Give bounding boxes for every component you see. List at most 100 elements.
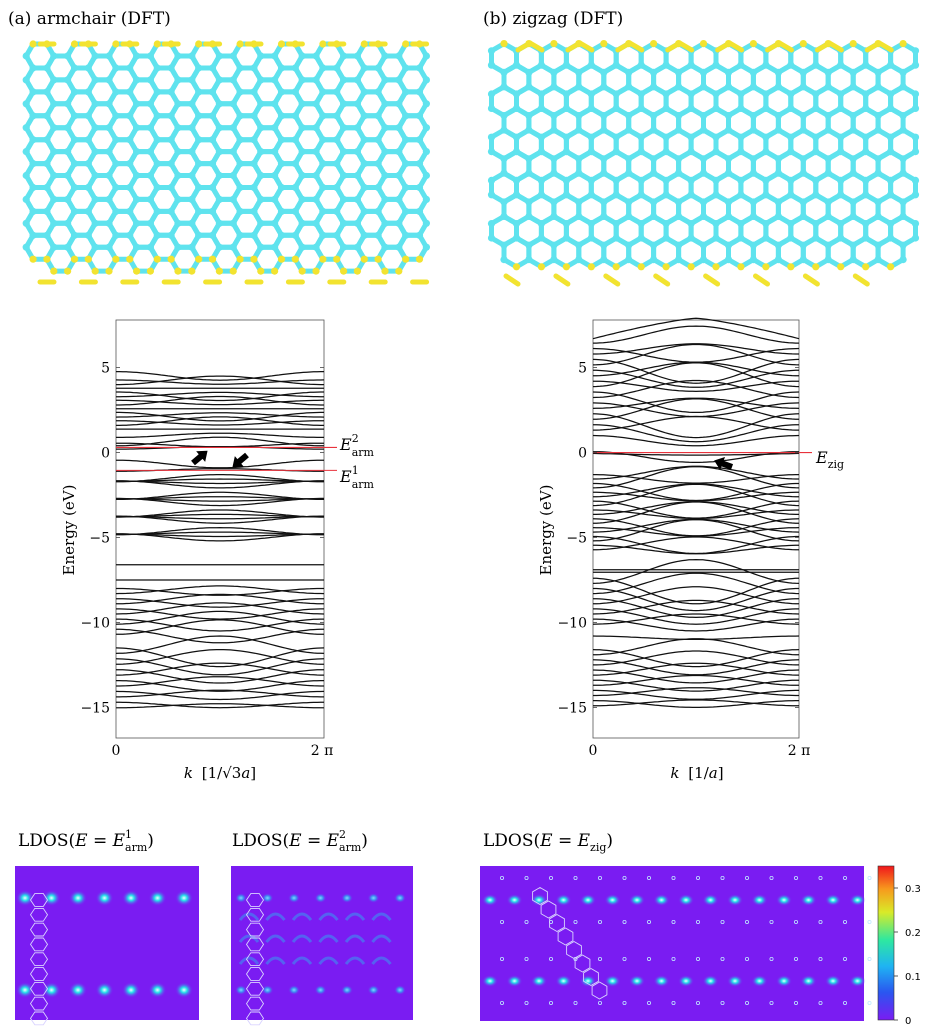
c-c-bond: [526, 235, 557, 270]
atom: [84, 64, 92, 72]
band-line: [116, 391, 324, 402]
ldos-hotspot: [261, 985, 274, 995]
atom: [899, 126, 907, 134]
atom: [422, 219, 430, 227]
atom: [600, 241, 608, 249]
atom: [837, 234, 845, 242]
ldos-site: [598, 957, 603, 962]
atom: [29, 112, 37, 120]
ldos-site: [524, 1001, 529, 1006]
hex-cell: [540, 900, 557, 919]
atom: [525, 198, 533, 206]
atom: [637, 191, 645, 199]
band-line: [593, 638, 799, 656]
ldos-hotspot: [825, 975, 841, 987]
ldos-hotspot: [314, 893, 327, 903]
hex-cell: [245, 996, 265, 1011]
atom: [911, 90, 920, 98]
band-line: [115, 647, 325, 668]
band-line: [593, 343, 799, 355]
ldos-site: [573, 1001, 578, 1006]
y-tick-label: 0: [578, 446, 587, 462]
hex-cell: [29, 967, 49, 981]
ldos-hotspot: [341, 893, 353, 903]
ldos-site: [720, 957, 725, 962]
atom: [637, 148, 645, 156]
y-tick-label: −15: [557, 700, 587, 716]
atom: [146, 76, 154, 84]
zigzag-band-frame: [592, 319, 800, 739]
atom: [422, 195, 430, 203]
atom: [84, 255, 92, 263]
atom: [64, 124, 72, 132]
atom: [340, 76, 348, 84]
atom: [862, 176, 870, 184]
ldos-hotspot: [95, 982, 114, 998]
atom: [887, 90, 895, 98]
atom: [550, 198, 558, 206]
hex-cell: [245, 981, 265, 996]
ldos-site: [745, 920, 750, 925]
atom: [153, 160, 161, 168]
atom: [64, 195, 72, 203]
atom: [271, 124, 279, 132]
atom: [298, 124, 306, 132]
band-line: [115, 480, 325, 489]
atom: [133, 124, 141, 132]
atom: [70, 40, 79, 48]
Ez-main: E: [815, 448, 828, 467]
atom: [360, 255, 368, 263]
atom: [812, 220, 820, 228]
atom: [250, 136, 258, 144]
atom: [911, 47, 920, 55]
atom: [587, 234, 595, 242]
atom: [29, 136, 37, 144]
edge-bond: [876, 40, 894, 53]
atom: [550, 169, 558, 177]
colorbar-tick-label: 0.1: [905, 972, 921, 983]
atom: [749, 68, 758, 76]
atom: [402, 136, 410, 144]
atom: [29, 88, 37, 96]
atom: [43, 64, 51, 72]
bonds: [489, 40, 918, 270]
atom: [174, 100, 182, 108]
ldos-E: E: [288, 831, 302, 851]
band-line: [116, 662, 324, 676]
atom: [415, 136, 424, 144]
atom: [29, 40, 37, 48]
atom: [762, 133, 770, 141]
atom: [600, 212, 608, 220]
band-line: [116, 515, 324, 524]
atom: [50, 52, 58, 60]
atom: [899, 198, 907, 206]
atom: [712, 220, 720, 228]
ldos-hotspot: [702, 975, 719, 987]
atom: [637, 220, 645, 228]
atom: [319, 88, 327, 96]
c-c-bond: [825, 235, 856, 270]
band-line: [116, 628, 324, 644]
atom: [291, 88, 299, 96]
ldos-site: [524, 957, 529, 962]
atom: [381, 267, 389, 275]
atom: [675, 256, 683, 264]
atom: [208, 88, 217, 96]
ldos-sub: arm: [339, 841, 362, 854]
atom: [174, 52, 182, 60]
atom: [333, 231, 341, 239]
ldos-hotspot: [751, 975, 768, 987]
armchair-xlabel: k [1/√3a]: [184, 764, 256, 782]
band-line: [592, 518, 800, 533]
atom: [749, 256, 758, 264]
band-line: [593, 687, 799, 697]
atom: [291, 231, 299, 239]
atom: [612, 234, 620, 242]
atom: [812, 90, 820, 98]
atom: [837, 148, 845, 156]
ldos-hotspot: [776, 894, 792, 906]
band-line: [115, 648, 325, 665]
atom: [84, 207, 92, 215]
atom: [837, 61, 845, 69]
atom: [575, 198, 583, 206]
